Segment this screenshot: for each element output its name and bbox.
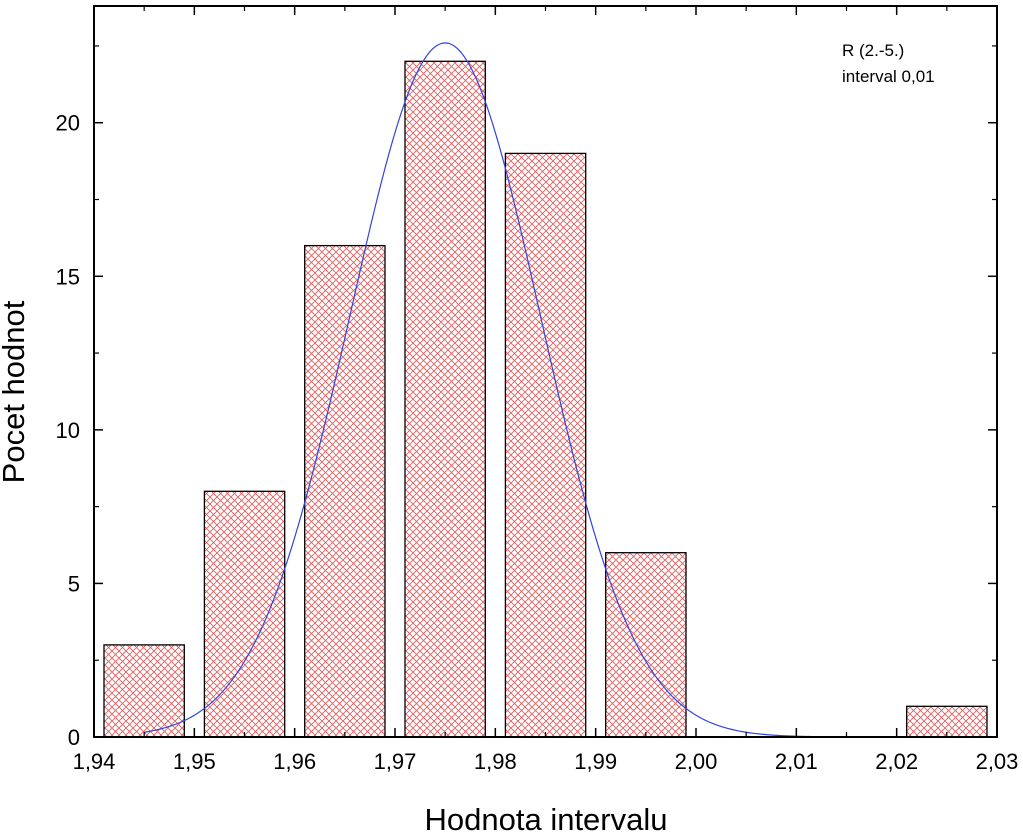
y-tick-label: 15: [56, 264, 80, 289]
tick-labels-layer: 1,94 1,95 1,96 1,97 1,98 1,99 2,00 2,01 2,02 2,03…: [56, 111, 1019, 774]
x-tick-label: 2,02: [875, 749, 918, 774]
x-tick-label: 2,03: [976, 749, 1019, 774]
y-tick-label: 10: [56, 418, 80, 443]
annotation-series-label: R (2.-5.): [842, 41, 904, 60]
gaussian-fit-line: [144, 42, 897, 738]
y-axis-title: Pocet hodnot: [0, 300, 31, 483]
x-tick-label: 1,96: [273, 749, 316, 774]
histogram-bar-7: [906, 705, 988, 738]
bars-layer: [103, 60, 988, 738]
histogram-bar-5: [504, 152, 587, 738]
x-tick-label: 1,98: [474, 749, 517, 774]
annotation-interval-label: interval 0,01: [842, 67, 935, 86]
histogram-bar-2: [203, 490, 286, 738]
x-axis-title: Hodnota intervalu: [425, 802, 668, 834]
x-tick-label: 1,97: [374, 749, 417, 774]
histogram-bar-4: [404, 60, 486, 738]
x-tick-label: 1,95: [173, 749, 216, 774]
y-tick-label: 20: [56, 111, 80, 136]
ticks-layer: [93, 6, 998, 738]
histogram-bar-3: [304, 244, 386, 738]
x-tick-label: 1,99: [574, 749, 617, 774]
x-tick-label: 1,94: [73, 749, 116, 774]
histogram-bar-6: [605, 552, 687, 738]
histogram-bar-1: [103, 644, 185, 738]
y-tick-label: 0: [68, 725, 80, 750]
x-tick-label: 2,00: [675, 749, 718, 774]
x-tick-label: 2,01: [775, 749, 818, 774]
y-tick-label: 5: [68, 571, 80, 596]
fit-curve-layer: [144, 42, 897, 738]
